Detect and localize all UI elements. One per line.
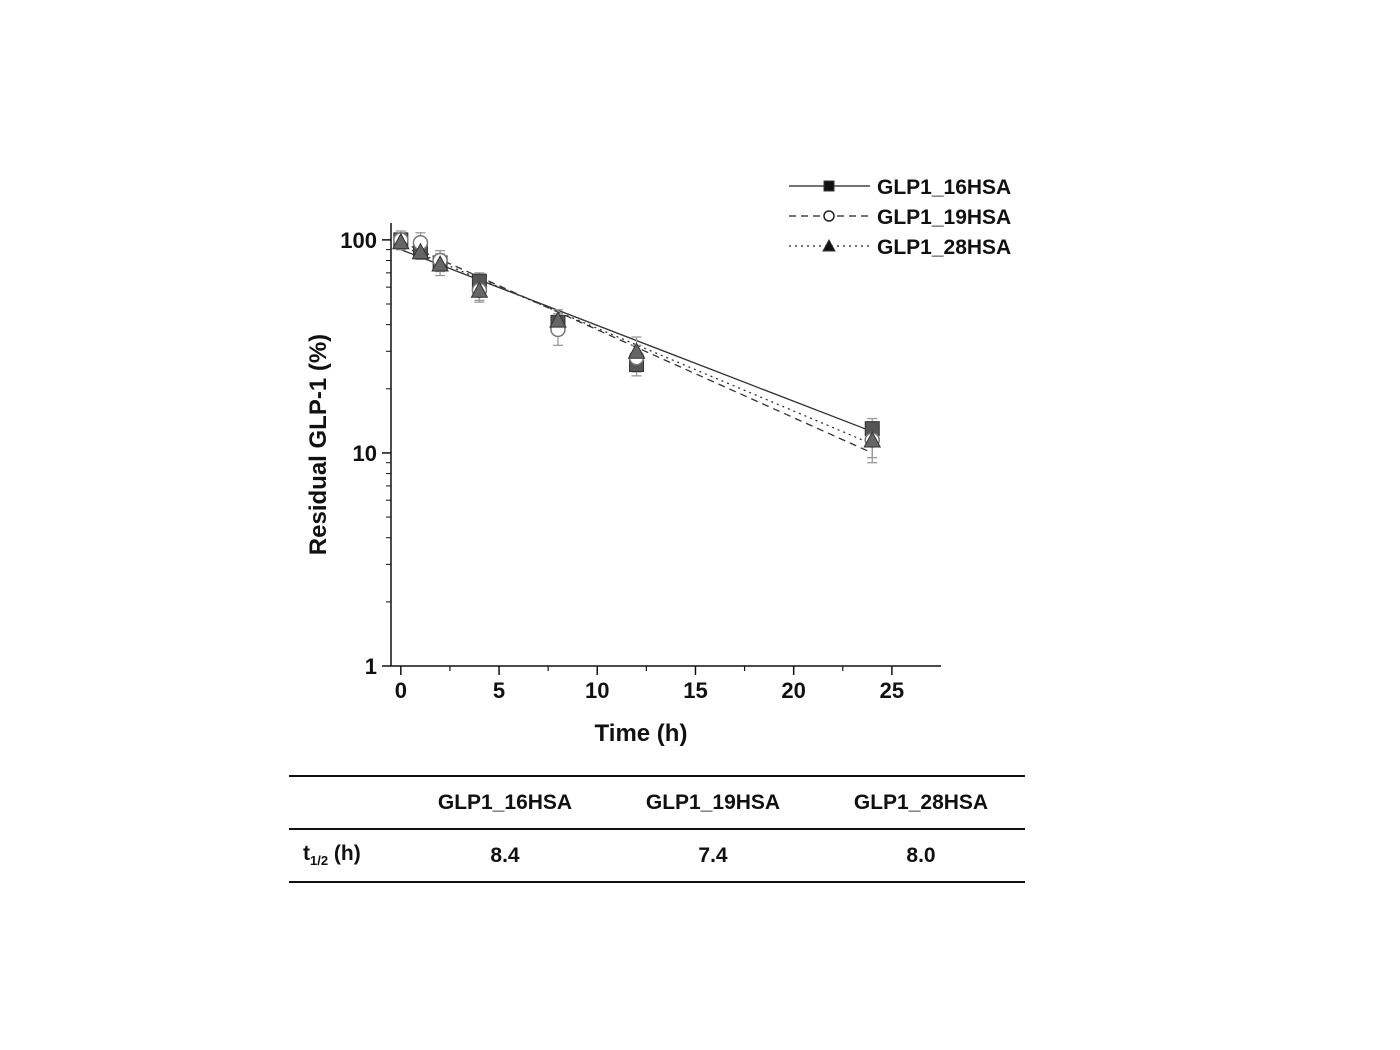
circle-marker (823, 210, 835, 222)
legend-label: GLP1_16HSA (877, 176, 1011, 199)
x-tick-label: 5 (493, 678, 505, 703)
y-tick-label: 1 (365, 654, 377, 679)
legend-label: GLP1_28HSA (877, 236, 1011, 259)
triangle-marker (470, 281, 489, 298)
axes: 0 5 10 15 20 25 1 10 100 Time (h) Residual GLP-1 (… (305, 223, 941, 747)
x-tick-label: 15 (683, 678, 707, 703)
table-header-cell (289, 775, 401, 830)
y-axis-label: Residual GLP-1 (%) (305, 334, 332, 555)
half-life-subscript: 1/2 (310, 853, 329, 869)
triangle-marker (627, 342, 646, 359)
x-tick-label: 20 (781, 678, 805, 703)
triangle-marker (411, 242, 430, 260)
triangle-marker (822, 238, 836, 252)
triangle-marker (431, 254, 449, 272)
table-cell-value: 8.4 (401, 829, 609, 883)
table-header-cell: GLP1_28HSA (817, 775, 1025, 830)
triangle-marker (863, 430, 882, 448)
table-header-cell: GLP1_19HSA (609, 775, 817, 830)
table-header-cell: GLP1_16HSA (401, 775, 609, 830)
half-life-unit: (h) (328, 842, 361, 866)
x-tick-label: 25 (880, 678, 904, 703)
y-tick-label: 10 (353, 441, 377, 466)
half-life-table: GLP1_16HSA GLP1_19HSA GLP1_28HSA t1/2 (h… (289, 775, 1025, 883)
triangle-marker (391, 232, 410, 250)
square-marker (823, 180, 835, 192)
x-tick-label: 0 (395, 678, 407, 703)
y-tick-label: 100 (340, 228, 377, 253)
legend-label: GLP1_19HSA (877, 206, 1011, 229)
triangle-marker (549, 311, 567, 328)
half-life-symbol: t (303, 842, 310, 866)
table-header-row: GLP1_16HSA GLP1_19HSA GLP1_28HSA (289, 775, 1025, 830)
data-points (391, 232, 882, 448)
x-tick-label: 10 (585, 678, 609, 703)
half-life-label: t1/2 (h) (289, 829, 401, 883)
table-cell-value: 7.4 (609, 829, 817, 883)
x-axis-label: Time (h) (595, 720, 688, 747)
table-cell-value: 8.0 (817, 829, 1025, 883)
table-row: t1/2 (h) 8.4 7.4 8.0 (289, 829, 1025, 883)
legend: GLP1_16HSA GLP1_19HSA GLP1_28HSA (789, 176, 1011, 259)
